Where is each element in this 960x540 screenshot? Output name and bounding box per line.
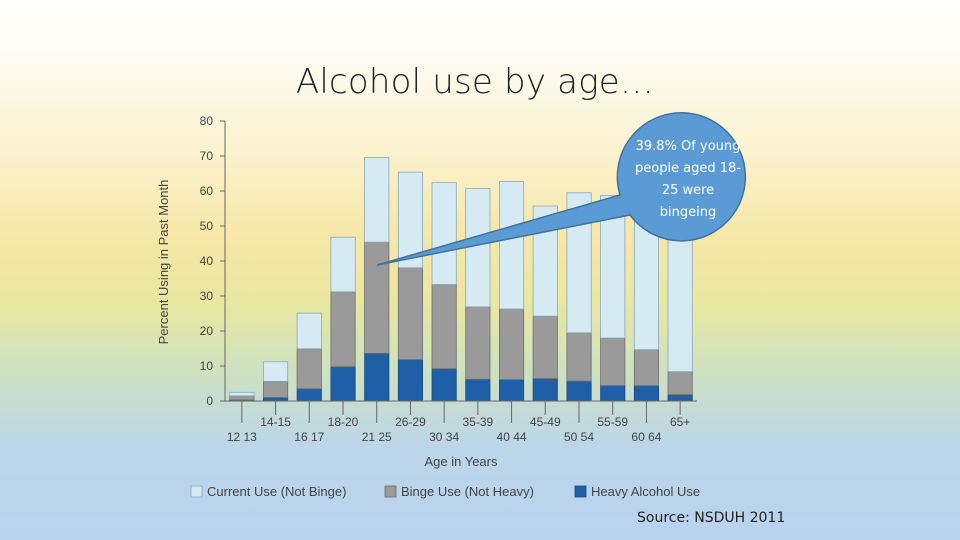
x-tick-label-10: 50 54 xyxy=(564,430,594,444)
callout-text: 39.8% Of young people aged 18-25 were bi… xyxy=(634,139,742,220)
legend-swatch-binge-use-not-heavy xyxy=(384,485,397,498)
x-tick-label-11: 55-59 xyxy=(597,415,628,429)
x-tick-label-2: 16 17 xyxy=(294,430,324,444)
x-axis-title: Age in Years xyxy=(424,454,498,469)
x-tick-label-0: 12 13 xyxy=(227,430,257,444)
legend-swatch-heavy-alcohol-use xyxy=(574,485,587,498)
x-tick-label-8: 40 44 xyxy=(497,430,527,444)
bar-binge-use-not-heavy-4 xyxy=(364,241,390,354)
bar-binge-use-not-heavy-7 xyxy=(465,306,491,380)
y-tick-label-8: 80 xyxy=(200,114,214,128)
bar-current-use-not-binge-5 xyxy=(397,171,423,269)
legend-group: Current Use (Not Binge) Binge Use (Not He… xyxy=(190,484,700,499)
bar-binge-use-not-heavy-5 xyxy=(397,267,423,361)
x-tick-label-1: 14-15 xyxy=(260,415,291,429)
bar-current-use-not-binge-8 xyxy=(498,181,525,310)
legend-label-heavy-alcohol-use: Heavy Alcohol Use xyxy=(591,484,700,499)
bar-binge-use-not-heavy-2 xyxy=(296,348,322,390)
x-tick-label-6: 30 34 xyxy=(429,430,459,444)
bar-current-use-not-binge-4 xyxy=(364,156,390,243)
y-tick-label-5: 50 xyxy=(200,219,214,233)
slide-title: Alcohol use by age… xyxy=(295,62,655,102)
bar-current-use-not-binge-2 xyxy=(296,312,322,350)
bar-binge-use-not-heavy-12 xyxy=(633,349,659,387)
y-tick-label-2: 20 xyxy=(200,324,214,338)
y-tick-label-1: 10 xyxy=(200,359,214,373)
x-tick-label-9: 45-49 xyxy=(530,415,561,429)
bar-current-use-not-binge-1 xyxy=(262,361,289,382)
bar-current-use-not-binge-7 xyxy=(465,188,491,308)
source-note: Source: NSDUH 2011 xyxy=(637,510,786,526)
x-tick-label-13: 65+ xyxy=(670,415,690,429)
bar-binge-use-not-heavy-8 xyxy=(498,308,525,380)
bar-current-use-not-binge-0 xyxy=(229,391,255,397)
bar-heavy-alcohol-use-3 xyxy=(330,366,356,402)
x-tick-label-12: 60 64 xyxy=(631,430,661,444)
callout-shape xyxy=(376,112,747,266)
legend-label-binge-use-not-heavy: Binge Use (Not Heavy) xyxy=(401,484,534,499)
x-tick-label-4: 21 25 xyxy=(362,430,392,444)
axes-group: 0 10 20 30 40 50 60 70 80 Percent Using in Past M… xyxy=(156,114,697,469)
legend-swatch-current-use-not-binge xyxy=(190,485,203,498)
y-tick-label-3: 30 xyxy=(200,289,214,303)
y-tick-label-6: 60 xyxy=(200,184,214,198)
y-tick-label-7: 70 xyxy=(200,149,214,163)
y-axis-title: Percent Using in Past Month xyxy=(156,180,171,345)
bar-binge-use-not-heavy-11 xyxy=(600,337,626,386)
y-tick-label-4: 40 xyxy=(200,254,214,268)
x-tick-label-5: 26-29 xyxy=(395,415,426,429)
legend-label-current-use-not-binge: Current Use (Not Binge) xyxy=(207,484,346,499)
bar-current-use-not-binge-6 xyxy=(431,182,457,285)
bars-group xyxy=(229,156,693,402)
bar-binge-use-not-heavy-3 xyxy=(330,291,356,368)
y-tick-label-0: 0 xyxy=(206,394,213,408)
x-tick-label-3: 18-20 xyxy=(328,415,359,429)
x-tick-label-7: 35-39 xyxy=(463,415,494,429)
bar-current-use-not-binge-3 xyxy=(330,236,356,293)
bar-binge-use-not-heavy-10 xyxy=(566,332,592,382)
